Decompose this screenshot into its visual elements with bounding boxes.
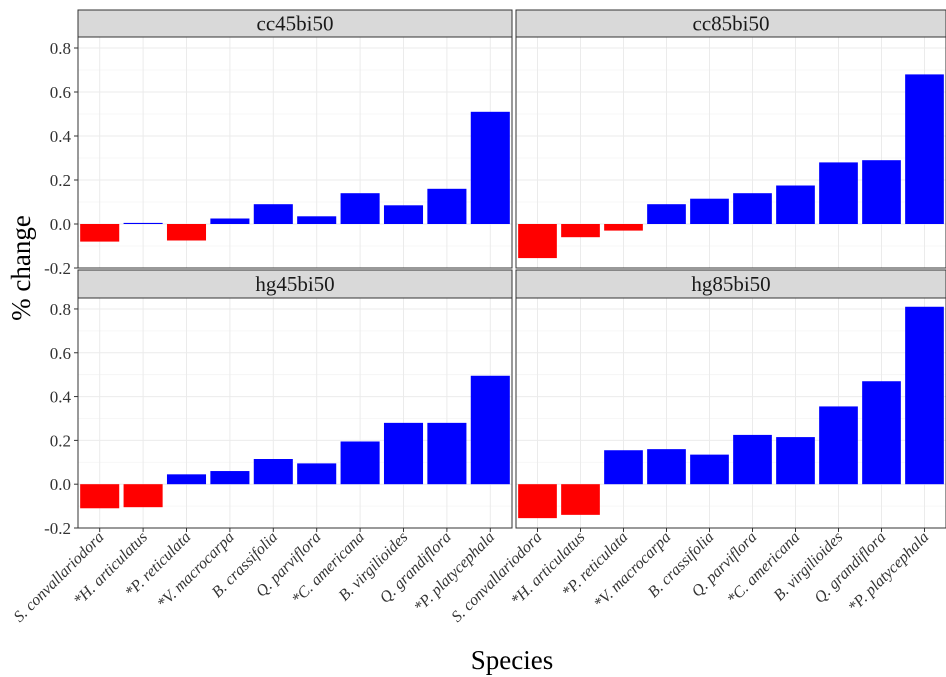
facet-strip	[77, 9, 513, 38]
facet-panels: cc45bi50 -0.2 0.0 0.2 0.4 0.6 0.8 cc85bi50 hg45b…	[11, 9, 946, 626]
bar-6	[733, 193, 772, 224]
y-tick-label: 0.0	[50, 475, 71, 494]
y-tick-label: 0.0	[50, 215, 71, 234]
bar-5	[253, 459, 293, 485]
bar-1	[518, 484, 557, 519]
bar-6	[733, 434, 772, 485]
facet-strip	[515, 9, 946, 38]
y-tick-label: 0.6	[50, 344, 71, 363]
x-tick-label: *P. platycephala	[845, 529, 932, 616]
bar-9	[427, 188, 467, 224]
facet-strip-label: hg85bi50	[691, 272, 770, 296]
bar-5	[690, 198, 729, 224]
facet-strip	[77, 269, 513, 299]
facet-strip-label: cc45bi50	[257, 12, 334, 36]
bar-1	[80, 484, 120, 509]
x-axis-title: Species	[471, 645, 553, 675]
y-axis-title: % change	[6, 215, 36, 321]
panel-border	[77, 297, 513, 529]
panel-border	[515, 36, 946, 269]
panel-hg45bi50: hg45bi50-0.20.00.20.40.60.8S. convallari…	[11, 269, 513, 626]
bar-1	[80, 224, 120, 242]
bar-5	[253, 204, 293, 224]
bar-8	[819, 162, 858, 224]
panel-background	[78, 37, 512, 268]
y-tick-label: 0.2	[50, 431, 71, 450]
bar-4	[647, 204, 686, 224]
facet-strip-label: cc85bi50	[693, 12, 770, 36]
bar-5	[690, 454, 729, 485]
y-tick-label: -0.2	[44, 259, 71, 278]
bar-9	[862, 381, 901, 485]
panel-cc45bi50: cc45bi50 -0.2 0.0 0.2 0.4 0.6 0.8	[44, 9, 513, 278]
bar-2	[561, 484, 600, 515]
y-tick-label: 0.2	[50, 171, 71, 190]
bar-1	[518, 224, 557, 259]
bar-3	[604, 224, 643, 231]
x-tick-label: *V. macrocarpa	[154, 529, 238, 613]
bar-8	[383, 422, 424, 485]
bar-6	[297, 216, 337, 224]
bar-10	[470, 111, 510, 224]
facet-strip-label: hg45bi50	[255, 272, 334, 296]
bar-4	[210, 471, 250, 485]
bar-2	[561, 224, 600, 238]
facet-strip	[515, 269, 946, 299]
y-tick-label: -0.2	[44, 519, 71, 538]
bar-6	[297, 463, 337, 485]
bar-2	[123, 222, 163, 224]
bar-10	[905, 74, 944, 225]
bar-8	[383, 205, 424, 224]
panel-border	[515, 297, 946, 529]
bar-9	[862, 160, 901, 224]
bar-10	[905, 306, 944, 485]
y-tick-label: 0.8	[50, 300, 71, 319]
y-tick-label: 0.6	[50, 83, 71, 102]
panel-cc85bi50: cc85bi50	[515, 9, 946, 269]
y-tick-label: 0.4	[50, 388, 72, 407]
y-tick-label: 0.4	[50, 127, 72, 146]
x-tick-label: *P. platycephala	[411, 529, 498, 616]
bar-8	[819, 406, 858, 485]
bar-2	[123, 484, 163, 508]
x-tick-label: *V. macrocarpa	[591, 529, 675, 613]
bar-10	[470, 375, 510, 485]
bar-7	[340, 441, 380, 485]
bar-7	[776, 437, 815, 485]
bar-7	[340, 193, 380, 224]
bar-3	[166, 474, 207, 485]
bar-3	[604, 450, 643, 485]
panel-border	[77, 36, 513, 269]
y-tick-label: 0.8	[50, 39, 71, 58]
bar-9	[427, 422, 467, 485]
bar-7	[776, 185, 815, 224]
bar-4	[647, 449, 686, 485]
bar-4	[210, 218, 250, 224]
bar-3	[166, 224, 207, 241]
